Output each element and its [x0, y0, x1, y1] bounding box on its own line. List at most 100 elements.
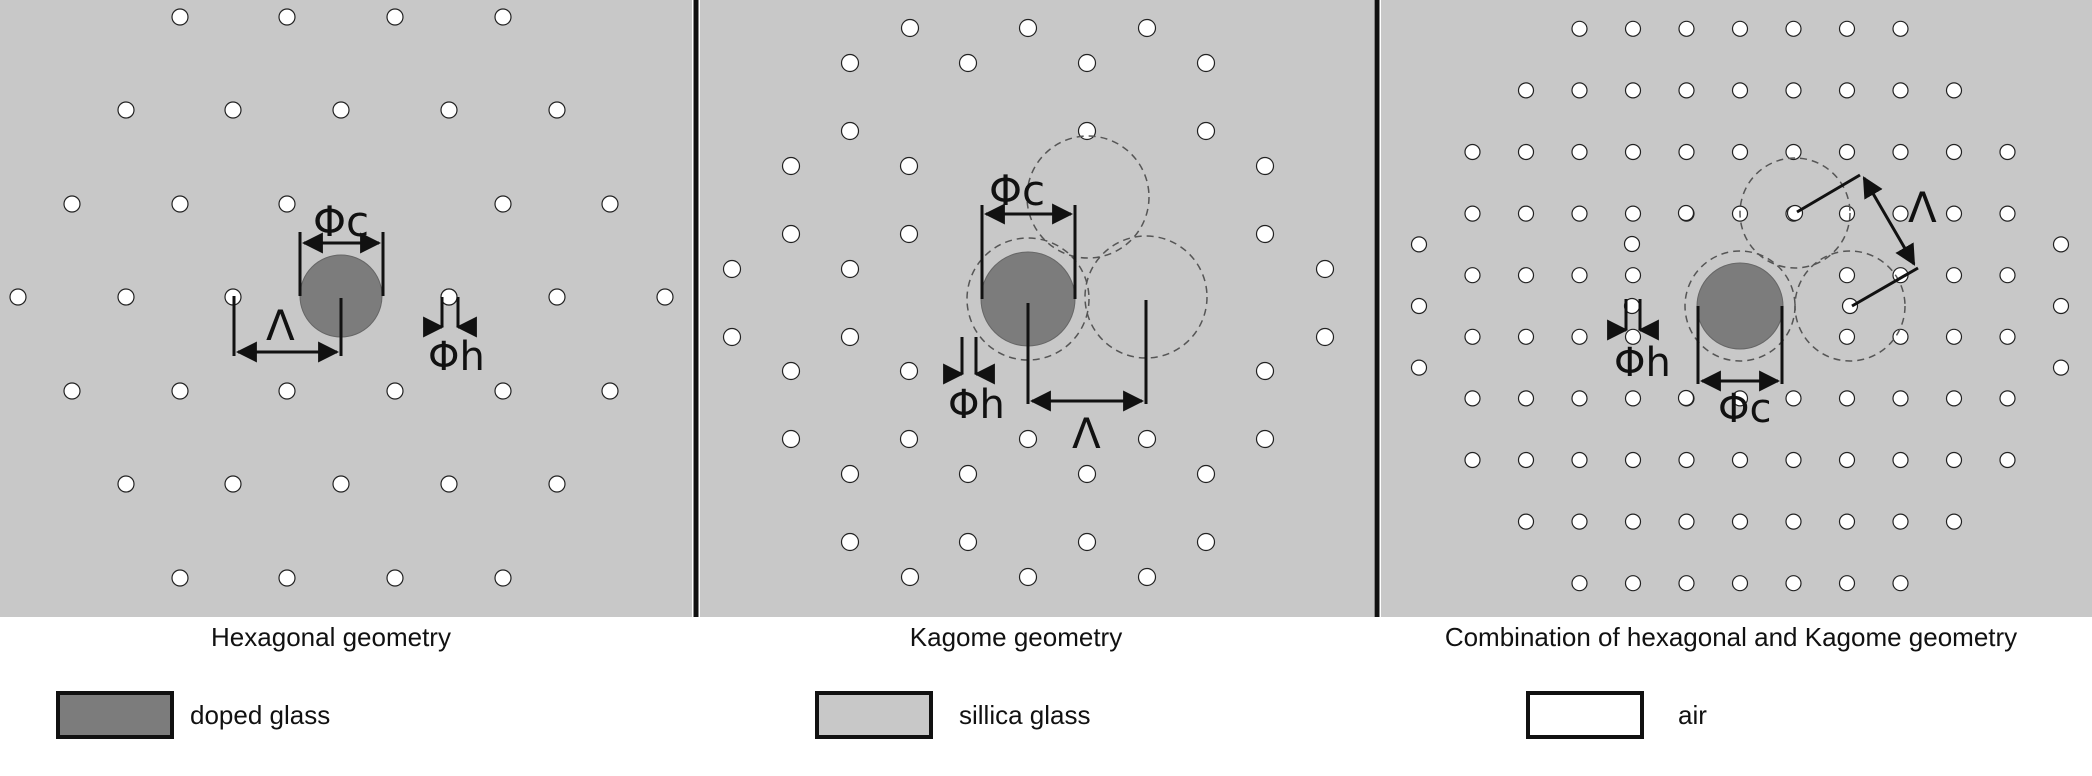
air-hole — [1018, 429, 1038, 449]
air-hole — [1077, 53, 1097, 73]
air-hole — [1517, 205, 1535, 222]
air-hole — [1255, 156, 1275, 176]
air-hole — [958, 53, 978, 73]
air-hole — [440, 101, 458, 119]
air-hole — [900, 18, 920, 38]
air-hole — [1999, 143, 2016, 161]
air-hole — [1571, 390, 1588, 407]
air-hole — [1838, 143, 1856, 161]
air-hole — [1255, 224, 1275, 244]
hexagonal-annotations — [232, 232, 477, 363]
air-hole — [781, 429, 801, 449]
combination-label-phi-c: Φc — [1718, 386, 1771, 432]
air-hole — [171, 569, 189, 587]
air-hole — [1517, 513, 1535, 530]
air-hole — [722, 327, 742, 347]
air-hole — [1785, 451, 1802, 469]
legend-silica-glass: sillica glass — [815, 688, 1091, 742]
air-hole — [386, 8, 404, 26]
air-hole — [958, 464, 978, 484]
hexagonal-air-holes — [9, 8, 674, 587]
air-hole — [117, 475, 135, 493]
air-hole — [1464, 451, 1481, 469]
air-hole — [1624, 575, 1642, 592]
air-hole — [840, 121, 860, 141]
air-hole — [900, 567, 920, 587]
air-hole — [1785, 513, 1802, 530]
combination-label-lambda: Λ — [1908, 183, 1937, 232]
air-hole — [278, 195, 296, 213]
air-hole — [1838, 20, 1856, 37]
air-hole — [1838, 328, 1856, 345]
air-hole — [1410, 236, 1428, 253]
legend-label-air: air — [1678, 699, 1707, 730]
air-hole — [1892, 513, 1909, 530]
air-hole — [1945, 513, 1963, 530]
air-hole — [1892, 451, 1909, 469]
air-hole — [386, 382, 404, 400]
air-hole — [1999, 328, 2016, 345]
air-hole — [332, 101, 350, 119]
air-hole — [601, 382, 619, 400]
air-hole — [1677, 389, 1695, 407]
air-hole — [781, 156, 801, 176]
air-hole — [1571, 575, 1588, 592]
air-hole — [1678, 143, 1695, 161]
legend-swatch-air — [1526, 691, 1644, 739]
air-hole — [601, 195, 619, 213]
air-hole — [1892, 82, 1909, 99]
air-hole — [1785, 20, 1802, 37]
air-hole — [2052, 236, 2070, 253]
air-hole — [781, 224, 801, 244]
air-hole — [1624, 390, 1642, 407]
air-hole — [1945, 205, 1963, 222]
air-hole — [1517, 328, 1535, 345]
caption-combination: Combination of hexagonal and Kagome geom… — [1444, 622, 2018, 652]
air-hole — [1517, 390, 1535, 407]
legend-label-doped: doped glass — [190, 699, 331, 730]
air-hole — [1785, 82, 1802, 99]
air-hole — [1838, 513, 1856, 530]
air-hole — [840, 53, 860, 73]
air-hole — [1571, 328, 1588, 345]
air-hole — [171, 195, 189, 213]
air-hole — [1677, 204, 1695, 222]
air-hole — [1571, 205, 1588, 222]
air-hole — [1410, 297, 1428, 315]
air-hole — [9, 288, 27, 306]
air-hole — [656, 288, 674, 306]
air-hole — [224, 101, 242, 119]
kagome-label-phi-h: Φh — [948, 382, 1005, 428]
air-hole — [1892, 390, 1909, 407]
air-hole — [1678, 513, 1695, 530]
hex-label-phi-c: Φc — [313, 197, 369, 246]
hex-label-lambda: Λ — [266, 301, 295, 350]
air-hole — [1892, 143, 1909, 161]
air-hole — [1838, 82, 1856, 99]
air-hole — [1841, 297, 1859, 315]
kagome-label-phi-c: Φc — [989, 166, 1045, 215]
air-hole — [494, 569, 512, 587]
air-hole — [1999, 451, 2016, 469]
air-hole — [1892, 328, 1909, 345]
caption-kagome: Kagome geometry — [909, 622, 1123, 652]
air-hole — [548, 475, 566, 493]
air-hole — [1945, 267, 1963, 284]
air-hole — [781, 361, 801, 381]
air-hole — [1196, 53, 1216, 73]
air-hole — [1464, 205, 1481, 222]
air-hole — [1999, 205, 2016, 222]
air-hole — [1077, 464, 1097, 484]
air-hole — [386, 569, 404, 587]
air-hole — [840, 532, 860, 552]
air-hole — [1464, 143, 1481, 161]
air-hole — [332, 475, 350, 493]
caption-hexagonal: Hexagonal geometry — [211, 622, 451, 652]
combination-label-phi-h: Φh — [1614, 340, 1671, 386]
air-hole — [1571, 513, 1588, 530]
air-hole — [1571, 451, 1588, 469]
air-hole — [1892, 20, 1909, 37]
air-hole — [1624, 451, 1642, 469]
air-hole — [171, 382, 189, 400]
